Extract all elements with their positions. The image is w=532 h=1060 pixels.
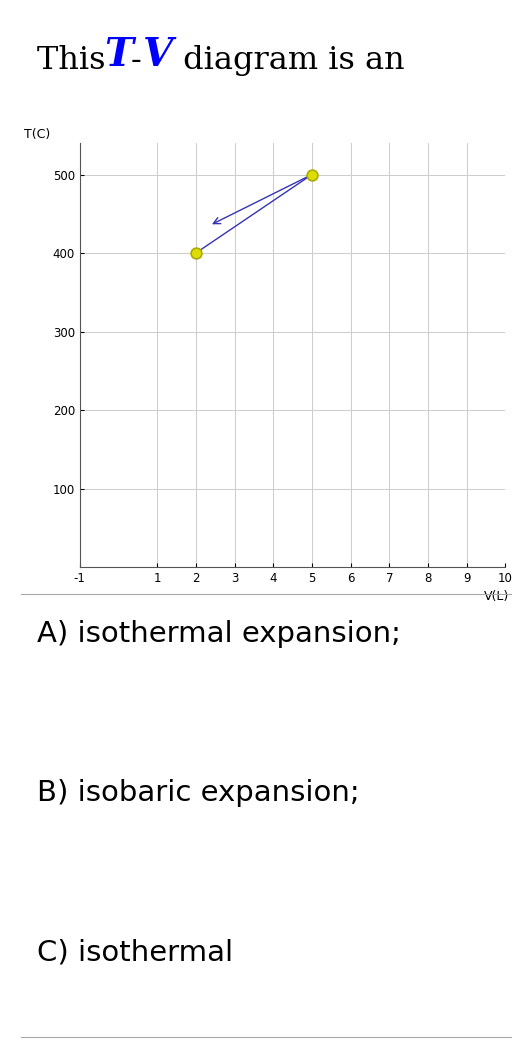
Text: This: This (37, 45, 116, 76)
Text: V(L): V(L) (485, 590, 510, 603)
Text: T(C): T(C) (24, 128, 51, 141)
Point (307, 166, 316, 183)
Point (192, 245, 200, 262)
Text: B) isobaric expansion;: B) isobaric expansion; (37, 779, 360, 807)
Text: A) isothermal expansion;: A) isothermal expansion; (37, 620, 401, 648)
Text: C) isothermal: C) isothermal (37, 938, 234, 966)
Text: V: V (143, 36, 173, 74)
Text: diagram is an: diagram is an (173, 45, 404, 76)
Text: T: T (104, 36, 132, 74)
Text: -: - (130, 45, 141, 76)
